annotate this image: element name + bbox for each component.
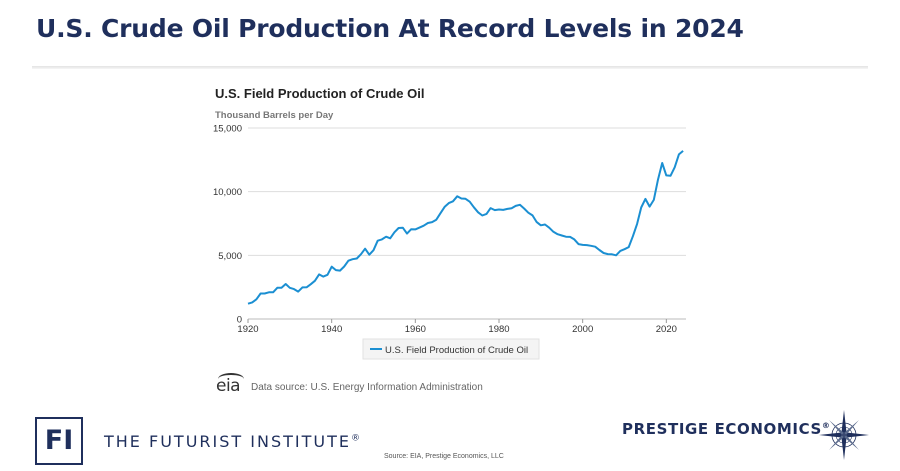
plot-area bbox=[247, 150, 684, 305]
legend-box bbox=[362, 338, 540, 360]
source-citation: Source: EIA, Prestige Economics, LLC bbox=[384, 453, 504, 460]
x-tick-label: 1920 bbox=[237, 324, 258, 335]
series-line bbox=[247, 150, 684, 305]
x-tick-label: 1960 bbox=[405, 324, 426, 335]
y-tick-label: 5,000 bbox=[218, 251, 242, 262]
legend-label: U.S. Field Production of Crude Oil bbox=[385, 345, 528, 356]
y-axis: 0 5,000 10,000 15,000 bbox=[213, 124, 242, 326]
y-tick-label: 15,000 bbox=[213, 124, 242, 135]
eia-logo: eia bbox=[216, 373, 244, 396]
grid-lines bbox=[248, 127, 686, 320]
x-tick-label: 1980 bbox=[488, 324, 509, 335]
y-tick-label: 10,000 bbox=[213, 187, 242, 198]
futurist-institute-logo: FI bbox=[35, 417, 83, 465]
x-tick-label: 2020 bbox=[656, 324, 677, 335]
x-axis: 1920 1940 1960 1980 2000 2020 bbox=[237, 319, 677, 335]
x-tick-label: 2000 bbox=[572, 324, 593, 335]
title-divider bbox=[32, 66, 868, 69]
chart-title: U.S. Field Production of Crude Oil bbox=[215, 86, 424, 101]
y-axis-label: Thousand Barrels per Day bbox=[215, 110, 334, 121]
line-chart: U.S. Field Production of Crude Oil Thous… bbox=[213, 86, 686, 360]
x-tick-label: 1940 bbox=[321, 324, 342, 335]
futurist-institute-name: THE FUTURIST INSTITUTE® bbox=[104, 432, 360, 451]
y-tick-label: 0 bbox=[237, 315, 242, 326]
compass-rose-icon bbox=[819, 410, 869, 460]
legend: U.S. Field Production of Crude Oil bbox=[362, 338, 540, 360]
prestige-economics-name: PRESTIGE ECONOMICS® bbox=[622, 420, 831, 438]
slide-title: U.S. Crude Oil Production At Record Leve… bbox=[36, 14, 744, 43]
data-source-note: Data source: U.S. Energy Information Adm… bbox=[251, 382, 483, 393]
